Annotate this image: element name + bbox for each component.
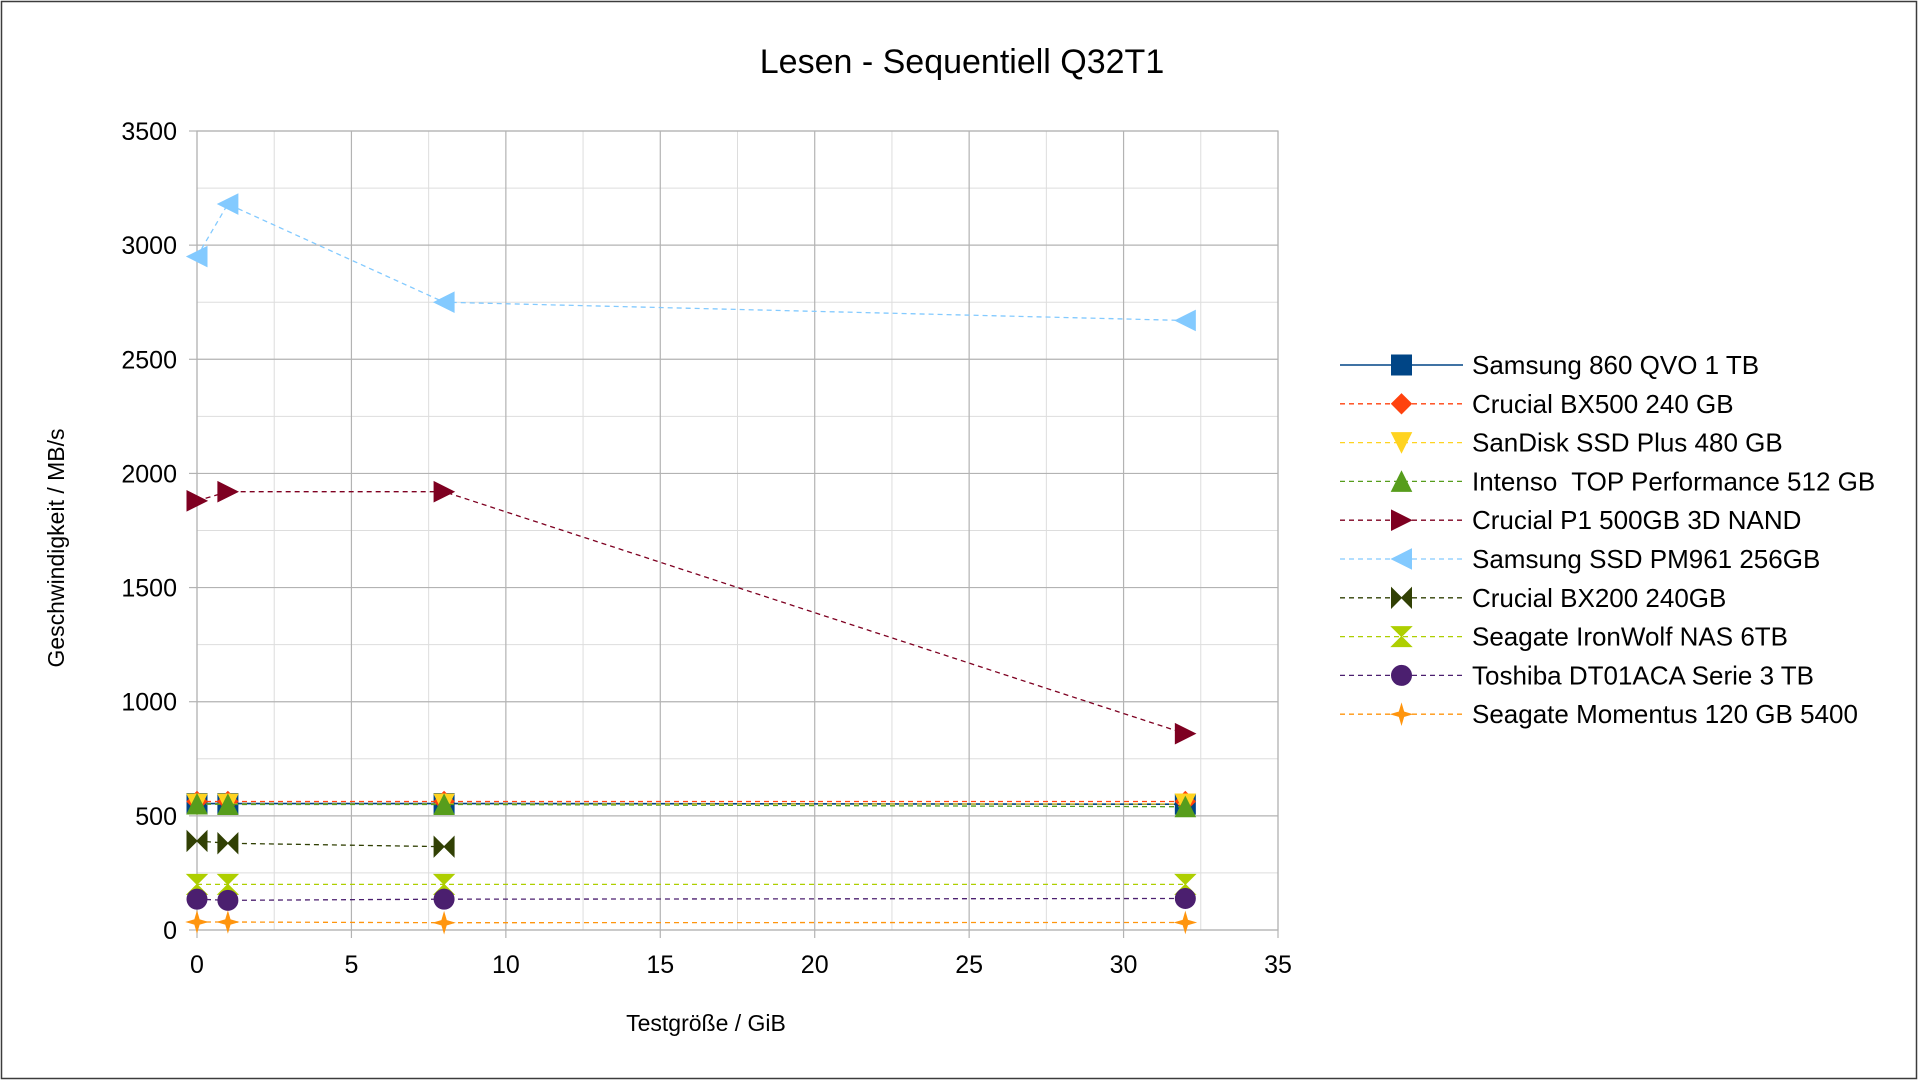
legend-marker xyxy=(1391,509,1413,532)
legend-label: Seagate Momentus 120 GB 5400 xyxy=(1472,699,1858,729)
data-point xyxy=(185,910,209,934)
legend-marker xyxy=(1390,393,1413,415)
legend-marker xyxy=(1390,548,1412,570)
y-tick-label: 1500 xyxy=(121,575,177,603)
data-point xyxy=(1174,795,1197,818)
legend-item: Samsung 860 QVO 1 TB xyxy=(1340,350,1759,380)
data-point xyxy=(186,792,208,815)
data-point xyxy=(217,480,240,503)
x-tick-label: 20 xyxy=(801,951,829,979)
x-tick-label: 5 xyxy=(344,951,358,979)
legend-label: Crucial P1 500GB 3D NAND xyxy=(1472,505,1801,535)
data-point xyxy=(216,910,240,934)
legend-item: Crucial P1 500GB 3D NAND xyxy=(1340,505,1801,535)
series-layer xyxy=(185,193,1198,935)
legend-marker xyxy=(1391,354,1412,376)
x-tick-label: 15 xyxy=(646,951,674,979)
data-point xyxy=(186,490,209,512)
legend-item: Samsung SSD PM961 256GB xyxy=(1340,544,1820,574)
legend-item: Crucial BX200 240GB xyxy=(1340,583,1726,613)
data-point xyxy=(433,793,455,815)
data-point xyxy=(1174,309,1196,332)
x-tick-label: 25 xyxy=(955,951,983,979)
y-tick-label: 2000 xyxy=(121,460,177,488)
data-point xyxy=(216,873,240,895)
legend-marker xyxy=(1391,664,1412,686)
data-point xyxy=(185,245,208,268)
series-3 xyxy=(186,792,1197,818)
grid-layer xyxy=(196,130,1279,931)
legend-item: Intenso TOP Performance 512 GB xyxy=(1340,466,1875,496)
series-line xyxy=(196,897,1186,901)
plot-area xyxy=(196,130,1279,931)
data-point xyxy=(186,829,208,853)
legend-label: Samsung SSD PM961 256GB xyxy=(1472,544,1820,574)
data-point xyxy=(1173,910,1198,935)
legend-marker xyxy=(1391,586,1412,610)
legend-marker xyxy=(1390,470,1413,492)
series-line xyxy=(196,203,1186,322)
legend-label: SanDisk SSD Plus 480 GB xyxy=(1472,428,1783,458)
legend-label: Crucial BX500 240 GB xyxy=(1472,389,1734,419)
data-point xyxy=(432,873,456,895)
series-5 xyxy=(185,193,1196,332)
data-point xyxy=(433,835,455,858)
legend-label: Crucial BX200 240GB xyxy=(1472,583,1726,613)
legend-item: Toshiba DT01ACA Serie 3 TB xyxy=(1340,660,1814,690)
legend-label: Samsung 860 QVO 1 TB xyxy=(1472,350,1759,380)
legend-item: Crucial BX500 240 GB xyxy=(1340,389,1734,419)
legend-label: Intenso TOP Performance 512 GB xyxy=(1472,466,1875,496)
x-tick-label: 35 xyxy=(1264,951,1292,979)
series-4 xyxy=(186,480,1197,745)
legend-item: Seagate Momentus 120 GB 5400 xyxy=(1340,699,1858,729)
data-point xyxy=(185,873,209,895)
data-point xyxy=(216,193,239,215)
chart-title: Lesen - Sequentiell Q32T1 xyxy=(760,43,1164,81)
data-point xyxy=(433,888,455,910)
legend-label: Toshiba DT01ACA Serie 3 TB xyxy=(1472,660,1814,690)
legend-marker xyxy=(1390,626,1413,648)
x-tick-label: 30 xyxy=(1110,951,1138,979)
x-tick-label: 0 xyxy=(190,951,204,979)
series-7 xyxy=(185,873,1197,895)
series-8 xyxy=(186,887,1196,911)
data-point xyxy=(432,291,455,314)
legend-label: Seagate IronWolf NAS 6TB xyxy=(1472,622,1788,652)
series-6 xyxy=(186,829,455,858)
series-line xyxy=(197,921,1186,924)
legend-marker xyxy=(1390,432,1413,454)
legend-item: Seagate IronWolf NAS 6TB xyxy=(1340,622,1788,652)
series-9 xyxy=(185,910,1198,935)
y-tick-label: 2500 xyxy=(121,346,177,374)
legend: Samsung 860 QVO 1 TB Crucial BX500 240 GB… xyxy=(1340,350,1875,729)
y-tick-label: 0 xyxy=(163,917,177,945)
series-line xyxy=(196,803,1186,808)
data-point xyxy=(432,910,456,935)
y-tick-label: 3000 xyxy=(121,232,177,260)
y-tick-label: 3500 xyxy=(121,118,177,146)
axes-layer: 0 5 10 15 20 25 30 35 0 500 1000 1500 2000 2500 3000 35… xyxy=(121,118,1292,979)
data-point xyxy=(1174,887,1196,909)
y-tick-label: 1000 xyxy=(121,689,177,717)
data-point xyxy=(217,793,239,815)
legend-item: SanDisk SSD Plus 480 GB xyxy=(1340,428,1783,458)
data-point xyxy=(1174,722,1197,745)
legend-marker xyxy=(1389,702,1414,726)
data-point xyxy=(186,888,208,910)
y-tick-label: 500 xyxy=(135,803,177,831)
data-point xyxy=(217,832,239,855)
x-axis-label: Testgröße / GiB xyxy=(626,1010,786,1036)
data-point xyxy=(433,480,456,503)
x-tick-label: 10 xyxy=(492,951,520,979)
data-point xyxy=(217,889,239,911)
y-axis-label: Geschwindigkeit / MB/s xyxy=(43,428,69,667)
